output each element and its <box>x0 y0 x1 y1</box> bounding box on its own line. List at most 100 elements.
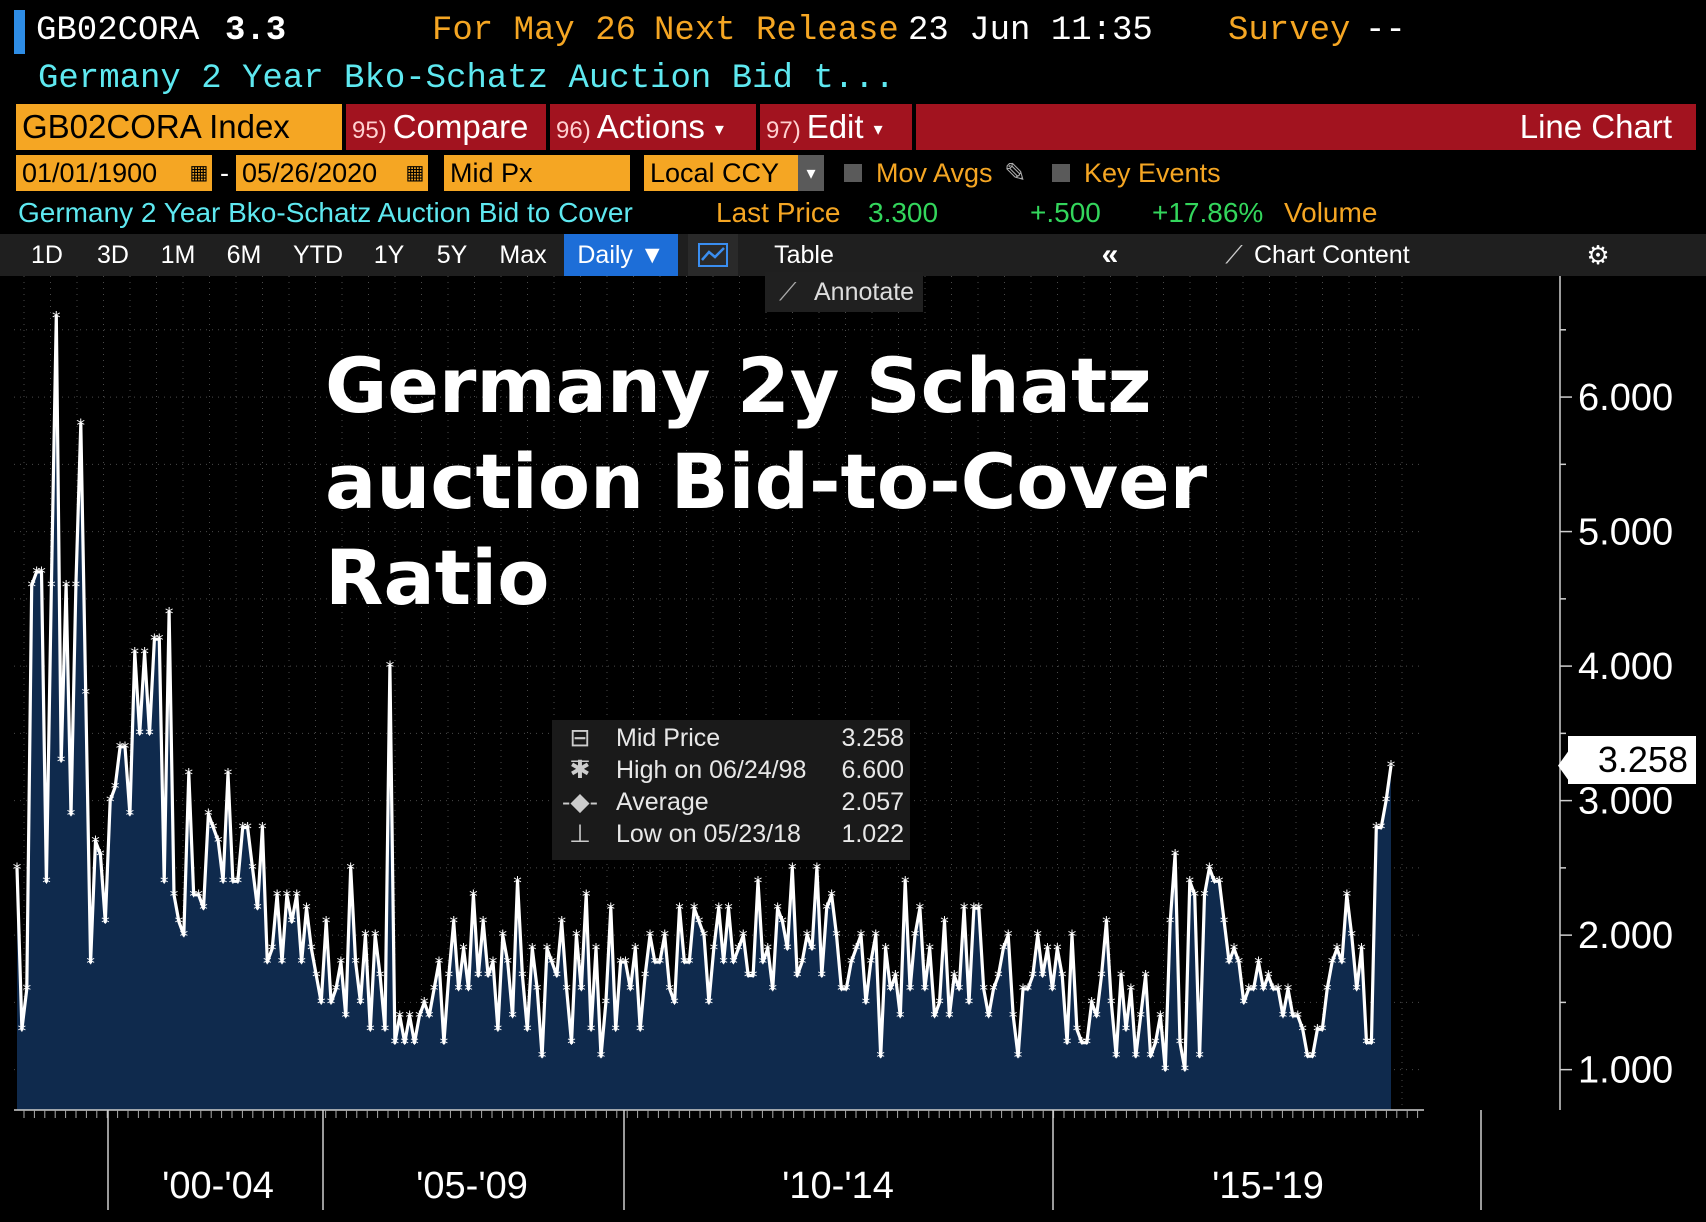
data-point: * <box>886 981 895 1001</box>
period-1d[interactable]: 1D <box>31 241 63 269</box>
data-point: * <box>317 994 326 1014</box>
data-point: * <box>1048 981 1057 1001</box>
compare-button[interactable]: 95) Compare <box>346 104 546 150</box>
period-3d[interactable]: 3D <box>97 241 129 269</box>
line-chart-icon[interactable] <box>688 234 738 276</box>
dropdown-arrow-icon[interactable]: ▾ <box>798 155 824 191</box>
chart-content-button[interactable]: Chart Content <box>1254 241 1410 269</box>
currency-selector[interactable]: Local CCY <box>644 155 798 191</box>
data-point: * <box>32 564 41 584</box>
series-line <box>15 314 1393 1072</box>
period-5y[interactable]: 5Y <box>436 241 468 269</box>
data-point: * <box>332 981 341 1001</box>
data-point: * <box>180 927 189 947</box>
gear-icon[interactable]: ⚙ <box>1586 240 1610 270</box>
low-marker-icon: ⊥ <box>569 820 591 848</box>
data-point: * <box>1254 954 1263 974</box>
key-events-checkbox[interactable] <box>1052 164 1070 182</box>
period-ytd[interactable]: YTD <box>293 241 343 269</box>
table-button[interactable]: Table <box>774 241 834 269</box>
calendar-icon[interactable]: ▦ <box>402 155 428 191</box>
data-point: * <box>867 954 876 974</box>
data-point: * <box>675 900 684 920</box>
period-max[interactable]: Max <box>499 241 547 269</box>
annotate-button[interactable]: ⟋ Annotate <box>765 272 923 312</box>
data-point: * <box>312 967 321 987</box>
data-point: * <box>474 967 483 987</box>
data-point: * <box>1294 1008 1303 1028</box>
chart-type-label[interactable]: Line Chart <box>916 104 1696 150</box>
data-point: * <box>400 1035 409 1055</box>
data-point: * <box>1259 981 1268 1001</box>
key-events-label: Key Events <box>1084 158 1221 188</box>
legend-row: -◆- Average 2.057 <box>560 786 904 818</box>
index-field[interactable]: GB02CORA Index <box>16 104 342 150</box>
data-point: * <box>729 954 738 974</box>
data-point: * <box>1244 981 1253 1001</box>
data-point: * <box>1269 981 1278 1001</box>
data-point: * <box>818 967 827 987</box>
field-selector[interactable]: Mid Px <box>444 155 630 191</box>
data-point: * <box>1029 967 1038 987</box>
frequency-selector[interactable]: Daily ▼ <box>564 234 678 276</box>
data-point: * <box>631 941 640 961</box>
pct-change: +17.86% <box>1152 197 1264 228</box>
ticker[interactable]: GB02CORA <box>36 12 200 50</box>
data-point: * <box>553 967 562 987</box>
data-point: * <box>165 604 174 624</box>
data-point: * <box>1186 873 1195 893</box>
data-point: * <box>214 833 223 853</box>
last-value: 3.3 <box>225 12 287 50</box>
compare-label: Compare <box>392 108 529 145</box>
caret-down-icon: ▾ <box>873 119 883 140</box>
actions-button[interactable]: 96) Actions ▾ <box>550 104 756 150</box>
data-point: * <box>656 954 665 974</box>
data-point: * <box>562 981 571 1001</box>
data-point: * <box>479 914 488 934</box>
data-point: * <box>420 994 429 1014</box>
description-row: Germany 2 Year Bko-Schatz Auction Bid t.… <box>0 60 1706 100</box>
data-point: * <box>243 820 252 840</box>
y-tick-label: 6.000 <box>1578 377 1673 419</box>
data-point: * <box>1146 1048 1155 1068</box>
data-point: * <box>592 941 601 961</box>
y-tick-label: 3.000 <box>1578 781 1673 823</box>
data-point: * <box>950 967 959 987</box>
legend-row: ⊥ Low on 05/23/18 1.022 <box>560 818 904 850</box>
calendar-icon[interactable]: ▦ <box>186 155 212 191</box>
start-date-field[interactable]: 01/01/1900 <box>16 155 186 191</box>
data-point: * <box>891 967 900 987</box>
period-1y[interactable]: 1Y <box>373 241 405 269</box>
data-point: * <box>984 1008 993 1028</box>
data-point: * <box>1303 1048 1312 1068</box>
data-point: * <box>96 846 105 866</box>
legend-row: ⊤ High on 06/24/98 6.600 <box>560 754 904 786</box>
data-point: * <box>1362 1035 1371 1055</box>
pencil-icon[interactable]: ✎ <box>1004 158 1027 188</box>
data-point: * <box>342 1008 351 1028</box>
data-point: * <box>597 1048 606 1068</box>
data-point: * <box>1352 981 1361 1001</box>
data-point: * <box>1176 1035 1185 1055</box>
data-point: * <box>464 981 473 1001</box>
data-point: * <box>602 994 611 1014</box>
data-point: * <box>813 860 822 880</box>
data-point: * <box>1102 914 1111 934</box>
collapse-button[interactable]: « <box>1101 238 1119 271</box>
edit-button[interactable]: 97) Edit ▾ <box>760 104 912 150</box>
end-date-field[interactable]: 05/26/2020 <box>236 155 402 191</box>
x-tick-label: '10-'14 <box>782 1165 894 1207</box>
period-6m[interactable]: 6M <box>226 241 262 269</box>
data-point: * <box>204 806 213 826</box>
data-point: * <box>1338 954 1347 974</box>
data-point: * <box>543 941 552 961</box>
security-description: Germany 2 Year Bko-Schatz Auction Bid t.… <box>38 60 895 98</box>
data-point: * <box>660 927 669 947</box>
data-point: * <box>970 900 979 920</box>
period-1m[interactable]: 1M <box>160 241 196 269</box>
mov-avgs-checkbox[interactable] <box>844 164 862 182</box>
data-point: * <box>297 954 306 974</box>
data-point: * <box>1053 941 1062 961</box>
data-point: * <box>283 887 292 907</box>
data-point: * <box>1038 967 1047 987</box>
